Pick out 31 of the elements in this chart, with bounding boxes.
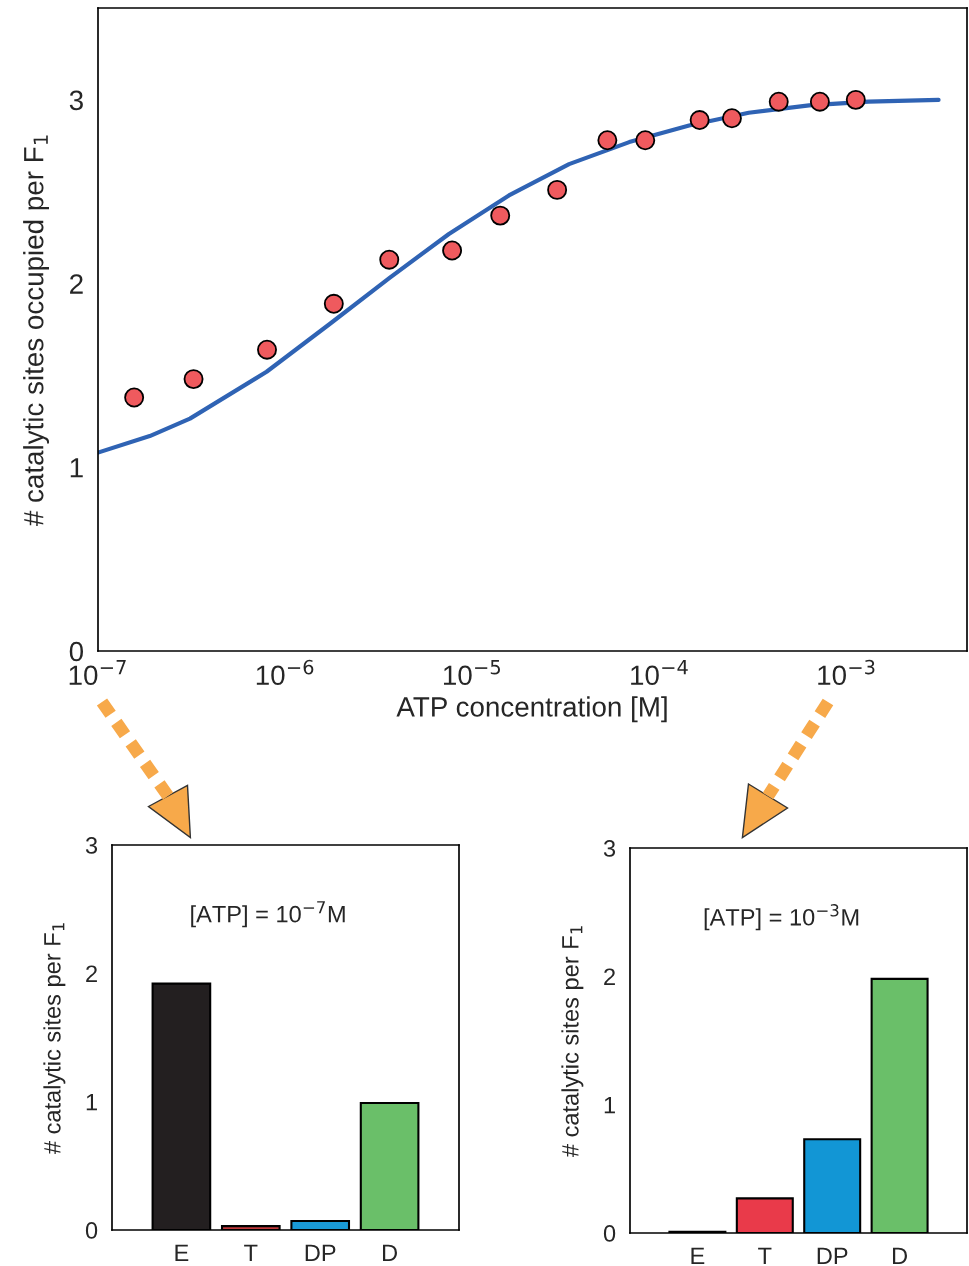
y-tick-label: 1 [86,1093,97,1111]
y-tick-label: 2 [70,274,83,294]
x-tick-label: D [893,1247,907,1264]
y-tick-label: 3 [85,837,98,854]
x-tick-label: E [691,1247,705,1264]
y-tick-label: 0 [85,1222,98,1239]
annotation: [ATP] = 10$^{−7}$M [191,901,345,928]
x-tick-label: T [758,1247,772,1264]
x-axis-title: ATP concentration [M] [396,696,667,723]
x-tick-label: DP [817,1247,848,1264]
x-tick-label: DP [305,1244,336,1261]
y-axis-title: # catalytic sites per F$_{1}$ [43,923,66,1155]
y-tick-label: 0 [603,1225,616,1242]
y-tick-label: 3 [69,90,83,111]
x-tick-label: D [383,1244,397,1261]
y-tick-label: 0 [69,641,84,662]
x-tick-label: 10$^{−3}$ [818,659,875,686]
x-tick-label: E [175,1244,189,1261]
y-tick-label: 1 [70,458,83,478]
y-tick-label: 2 [86,965,97,982]
y-axis-title: # catalytic sites per F$_{1}$ [561,926,584,1158]
x-tick-label: 10$^{−5}$ [443,660,500,686]
x-tick-label: T [244,1244,258,1261]
annotation: [ATP] = 10$^{−3}$M [704,904,859,931]
y-axis-title: # catalytic sites occupied per F$_{1}$ [23,135,49,527]
x-tick-label: 10$^{−6}$ [256,659,314,686]
x-tick-label: 10$^{−4}$ [631,660,688,686]
y-tick-label: 2 [604,968,615,985]
y-tick-label: 1 [604,1096,615,1114]
y-tick-label: 3 [603,840,616,857]
x-tick-label: 10$^{−7}$ [69,660,126,686]
